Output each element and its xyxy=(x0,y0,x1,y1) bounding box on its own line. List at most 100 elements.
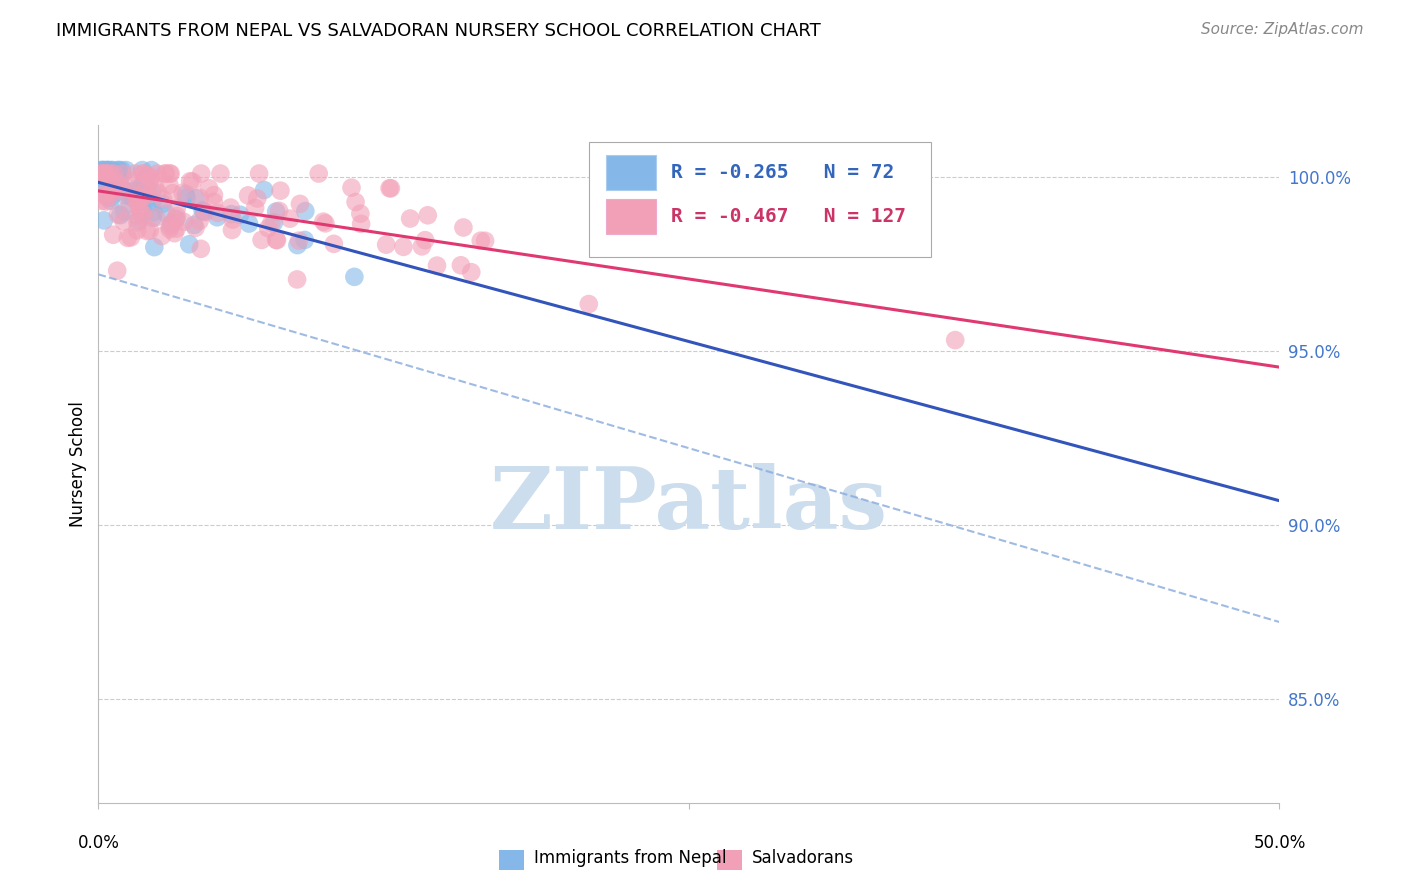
Point xyxy=(183,218,205,232)
Point xyxy=(107,163,129,178)
Point xyxy=(287,238,309,252)
Point xyxy=(198,181,221,195)
Point xyxy=(136,169,159,183)
Point xyxy=(264,233,287,247)
Point xyxy=(122,174,145,188)
Point xyxy=(114,204,136,219)
Point xyxy=(179,237,201,252)
Point xyxy=(143,179,166,194)
Point xyxy=(98,167,121,181)
Point xyxy=(143,240,166,254)
Point xyxy=(94,185,117,199)
Point xyxy=(264,204,287,219)
Point xyxy=(139,170,162,185)
Point xyxy=(250,233,273,247)
FancyBboxPatch shape xyxy=(589,142,931,257)
Point xyxy=(263,215,285,229)
Point xyxy=(322,236,344,251)
Point xyxy=(94,186,117,200)
Point xyxy=(150,229,173,244)
Point xyxy=(103,227,125,242)
Point xyxy=(340,180,363,194)
Point xyxy=(288,234,311,248)
Text: ZIPatlas: ZIPatlas xyxy=(489,463,889,547)
Point xyxy=(378,181,401,195)
Point xyxy=(350,217,373,231)
Point xyxy=(314,216,336,230)
Point xyxy=(96,167,118,181)
Point xyxy=(411,239,433,253)
Point xyxy=(413,233,436,247)
Point xyxy=(122,186,145,200)
Point xyxy=(97,163,120,178)
Point xyxy=(253,183,276,197)
Point xyxy=(98,187,121,202)
Point xyxy=(257,221,280,235)
Point xyxy=(139,174,162,188)
Point xyxy=(103,167,125,181)
Point xyxy=(222,212,245,227)
Point xyxy=(416,208,439,222)
Point xyxy=(166,202,188,216)
Point xyxy=(166,209,188,223)
Point xyxy=(181,175,204,189)
Point xyxy=(308,167,330,181)
Point xyxy=(124,183,146,197)
Point xyxy=(94,167,117,181)
Point xyxy=(100,163,122,178)
Point xyxy=(470,234,492,248)
Point xyxy=(112,214,135,228)
Point xyxy=(145,211,167,225)
Point xyxy=(142,211,165,225)
Point xyxy=(193,204,215,219)
Point xyxy=(96,163,118,178)
Point xyxy=(100,194,122,208)
Point xyxy=(91,194,114,208)
Point xyxy=(91,163,114,178)
Point xyxy=(450,258,472,272)
Point xyxy=(190,167,212,181)
FancyBboxPatch shape xyxy=(606,154,655,190)
Point xyxy=(125,194,148,208)
Point xyxy=(127,194,149,209)
Point xyxy=(141,195,163,210)
Point xyxy=(349,206,371,220)
Point xyxy=(108,174,131,188)
Point xyxy=(117,186,139,201)
Point xyxy=(94,188,117,202)
Point xyxy=(343,269,366,284)
Point xyxy=(238,217,260,231)
Point xyxy=(107,184,129,198)
Point xyxy=(380,181,402,195)
Point xyxy=(375,237,398,252)
Point xyxy=(163,226,186,240)
Y-axis label: Nursery School: Nursery School xyxy=(69,401,87,527)
Text: R = -0.265   N = 72: R = -0.265 N = 72 xyxy=(671,163,894,182)
Point xyxy=(90,170,112,185)
Point xyxy=(90,167,112,181)
Point xyxy=(141,185,163,199)
Point xyxy=(152,192,174,206)
Point xyxy=(138,223,160,237)
Point xyxy=(155,167,177,181)
Point xyxy=(190,242,212,256)
Text: 50.0%: 50.0% xyxy=(1253,834,1306,852)
Point xyxy=(205,211,228,225)
Point xyxy=(221,207,243,221)
Point xyxy=(191,203,214,218)
Point xyxy=(184,220,207,235)
Point xyxy=(236,188,259,202)
Point xyxy=(121,185,143,199)
Point xyxy=(159,167,181,181)
Point xyxy=(172,186,194,200)
Point xyxy=(159,222,181,236)
Point xyxy=(194,205,217,219)
Point xyxy=(285,272,308,286)
Point xyxy=(108,179,131,194)
Point xyxy=(135,182,157,196)
Point xyxy=(129,192,152,206)
Point xyxy=(127,215,149,229)
Point xyxy=(96,163,118,178)
Point xyxy=(108,178,131,192)
Point xyxy=(179,174,201,188)
